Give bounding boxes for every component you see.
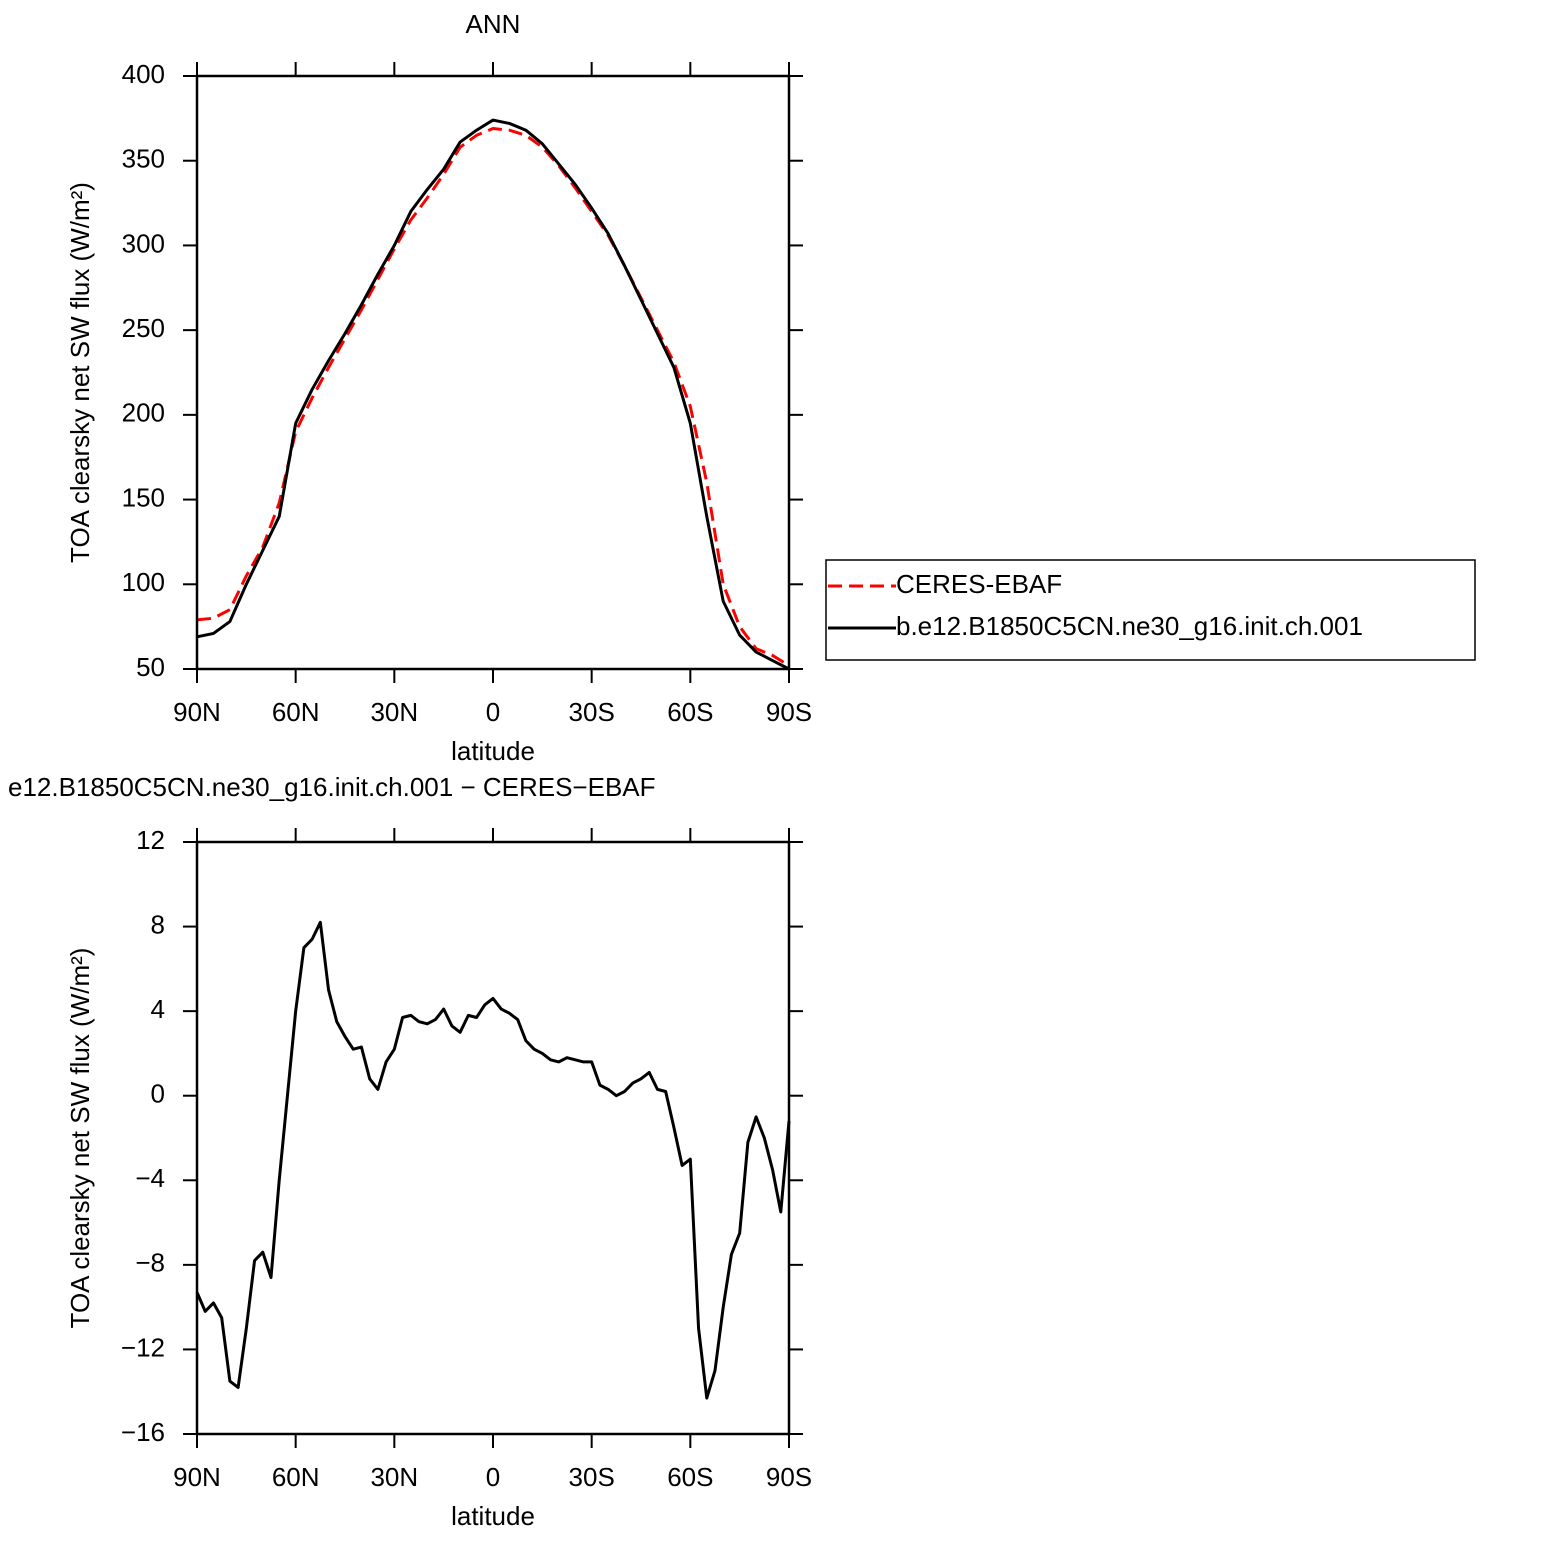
x-tick-label: 60S	[667, 697, 713, 727]
series-line	[195, 920, 791, 1400]
x-tick-label: 90N	[173, 1462, 221, 1492]
chart-title: e12.B1850C5CN.ne30_g16.init.ch.001 − CER…	[8, 772, 656, 802]
y-tick-label: 400	[122, 59, 165, 89]
legend-label: b.e12.B1850C5CN.ne30_g16.init.ch.001	[896, 611, 1363, 641]
plot-frame	[195, 840, 791, 1436]
legend: CERES-EBAF b.e12.B1850C5CN.ne30_g16.init.…	[825, 559, 1476, 661]
x-tick-label: 60N	[272, 1462, 320, 1492]
x-tick-label: 90S	[766, 697, 812, 727]
y-tick-label: 350	[122, 144, 165, 174]
y-tick-label: 150	[122, 482, 165, 512]
y-tick-label: 300	[122, 228, 165, 258]
legend-frame	[825, 559, 1476, 661]
y-tick-label: 8	[151, 909, 165, 939]
y-tick-label: 0	[151, 1079, 165, 1109]
x-tick-label: 30S	[569, 1462, 615, 1492]
x-tick-label: 0	[486, 697, 500, 727]
y-tick-label: 4	[151, 994, 165, 1024]
y-tick-label: 200	[122, 398, 165, 428]
series-line	[196, 118, 790, 671]
x-tick-label: 30N	[370, 697, 418, 727]
legend-label: CERES-EBAF	[896, 569, 1062, 599]
x-tick-label: 30N	[370, 1462, 418, 1492]
x-axis-label: latitude	[451, 1501, 535, 1531]
x-tick-label: 90S	[766, 1462, 812, 1492]
y-axis-label: TOA clearsky net SW flux (W/m²)	[65, 182, 95, 563]
x-tick-label: 60S	[667, 1462, 713, 1492]
series-line	[196, 127, 790, 667]
x-tick-label: 60N	[272, 697, 320, 727]
y-tick-label: 250	[122, 313, 165, 343]
x-tick-label: 0	[486, 1462, 500, 1492]
y-tick-label: −12	[121, 1332, 165, 1362]
y-axis-label: TOA clearsky net SW flux (W/m²)	[65, 948, 95, 1329]
plot-frame	[195, 74, 791, 671]
y-tick-label: −4	[135, 1163, 165, 1193]
y-tick-label: 12	[136, 825, 165, 855]
y-tick-label: 50	[136, 652, 165, 682]
x-tick-label: 30S	[569, 697, 615, 727]
x-tick-label: 90N	[173, 697, 221, 727]
y-tick-label: −16	[121, 1417, 165, 1447]
x-axis-label: latitude	[451, 736, 535, 766]
y-tick-label: 100	[122, 567, 165, 597]
y-tick-label: −8	[135, 1248, 165, 1278]
chart-title: ANN	[466, 9, 521, 39]
